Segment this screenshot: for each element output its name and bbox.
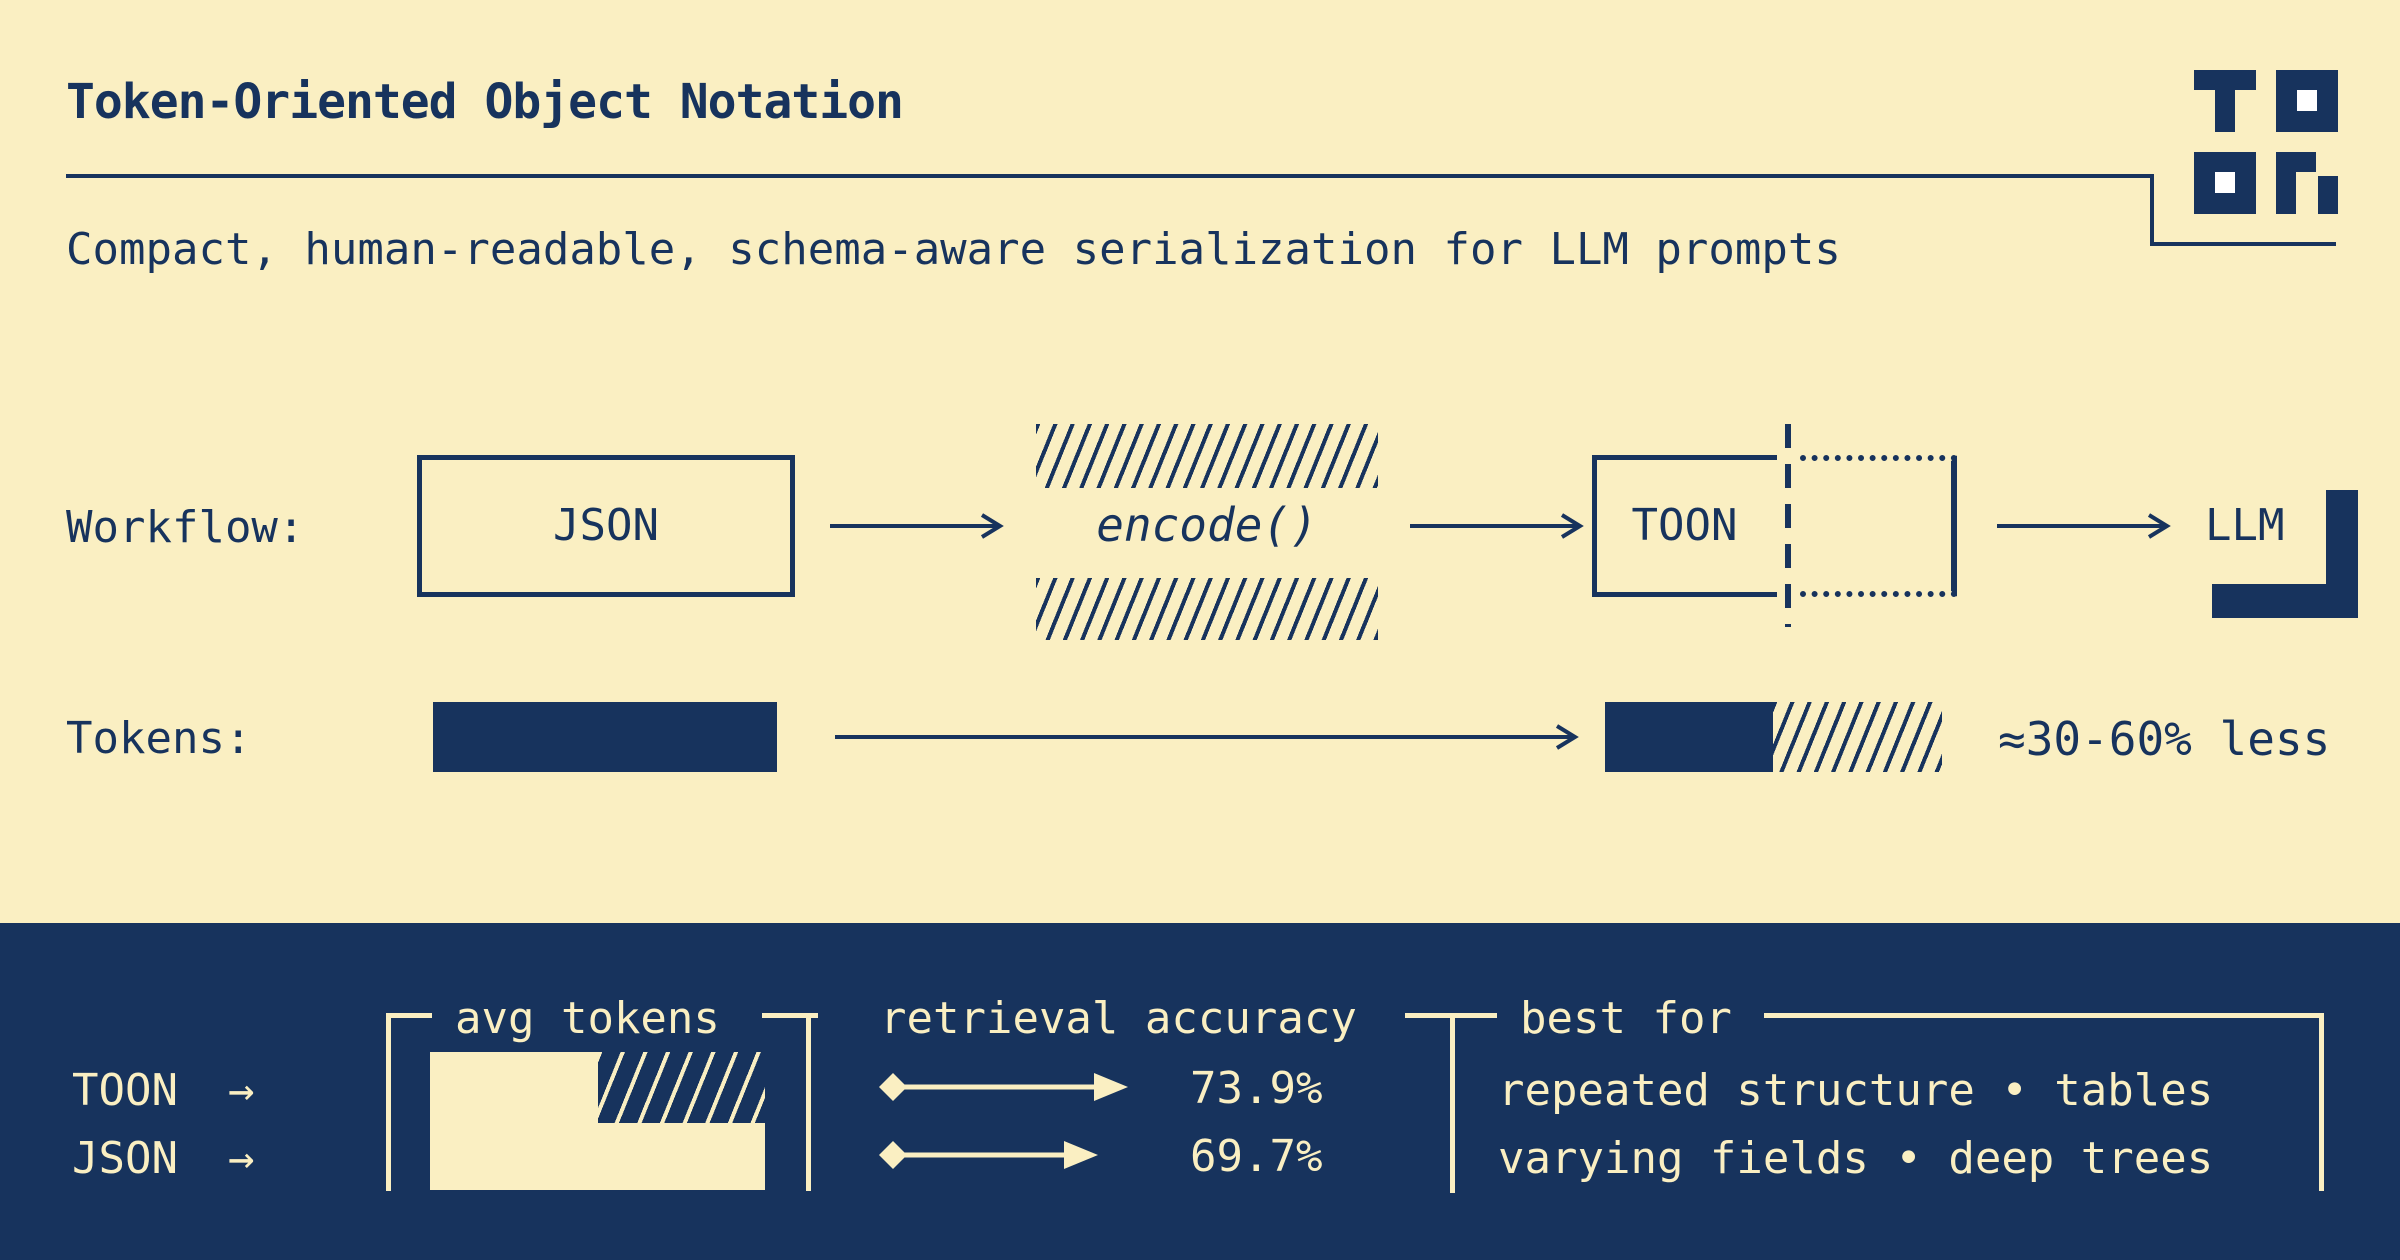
tokens-toon-bar-solid [1605, 702, 1773, 772]
llm-bracket-vertical [2326, 490, 2358, 618]
avg-tokens-json-bar [430, 1123, 765, 1190]
section-header-retrieval-accuracy: retrieval accuracy [880, 993, 1357, 1044]
logo-t-icon [2194, 70, 2256, 132]
divider-mid1-vertical [806, 1013, 811, 1191]
logo-o-icon [2276, 70, 2338, 132]
divider-left-horizontal [386, 1013, 432, 1018]
accuracy-toon-arrow-icon [879, 1073, 1128, 1101]
divider-right-vertical [2319, 1013, 2324, 1191]
encode-hatch-top [1036, 424, 1378, 488]
workflow-encode-label: encode() [1096, 498, 1318, 552]
row-label-toon: TOON [72, 1065, 178, 1116]
tokens-savings-label: ≈30-60% less [1998, 712, 2331, 766]
workflow-json-box: JSON [417, 455, 795, 597]
toon-logo [2194, 70, 2338, 214]
workflow-toon-box-solid [1592, 455, 1777, 597]
best-for-toon: repeated structure • tables [1498, 1065, 2214, 1116]
divider-left-vertical [386, 1013, 391, 1191]
tokens-toon-bar-saved-hatch [1773, 702, 1942, 772]
accuracy-json-arrow-icon [879, 1141, 1098, 1169]
workflow-arrow-3-icon [1997, 513, 2171, 539]
row-label-json: JSON [72, 1133, 178, 1184]
workflow-arrow-1-icon [830, 513, 1004, 539]
encode-hatch-bottom [1036, 578, 1378, 640]
workflow-toon-label-wrap: TOON [1592, 455, 1777, 597]
avg-tokens-toon-bar-saved-hatch [598, 1052, 765, 1123]
accuracy-toon-value: 73.9% [1190, 1063, 1323, 1114]
divider-mid1-horizontal [762, 1013, 818, 1018]
workflow-json-label: JSON [553, 499, 659, 551]
accuracy-json-value: 69.7% [1190, 1131, 1323, 1182]
comparison-panel [0, 923, 2400, 1260]
page-title: Token-Oriented Object Notation [66, 74, 904, 130]
header-rule-step-vertical [2150, 174, 2154, 246]
avg-tokens-toon-bar-solid [430, 1052, 598, 1123]
workflow-arrow-2-icon [1410, 513, 1584, 539]
header-rule-step-horizontal [2150, 242, 2336, 246]
row-toon-arrow-icon: → [228, 1065, 255, 1116]
divider-mid2-vertical [1450, 1013, 1455, 1193]
logo-n-icon [2276, 152, 2338, 214]
page-subtitle: Compact, human-readable, schema-aware se… [66, 224, 1841, 275]
divider-right-horizontal [1764, 1013, 2324, 1018]
workflow-llm-label: LLM [2205, 500, 2285, 551]
section-header-best-for: best for [1520, 993, 1732, 1044]
workflow-label: Workflow: [66, 502, 305, 553]
row-json-arrow-icon: → [228, 1133, 255, 1184]
tokens-label: Tokens: [66, 713, 252, 764]
workflow-toon-label: TOON [1631, 499, 1738, 551]
best-for-json: varying fields • deep trees [1498, 1133, 2214, 1184]
toon-box-dashed-divider [1785, 424, 1791, 627]
section-header-avg-tokens: avg tokens [455, 993, 720, 1044]
tokens-arrow-icon [835, 724, 1579, 750]
tokens-json-bar [433, 702, 777, 772]
workflow-toon-box-dotted [1800, 455, 1957, 597]
logo-o2-icon [2194, 152, 2256, 214]
header-rule-horizontal [66, 174, 2154, 178]
